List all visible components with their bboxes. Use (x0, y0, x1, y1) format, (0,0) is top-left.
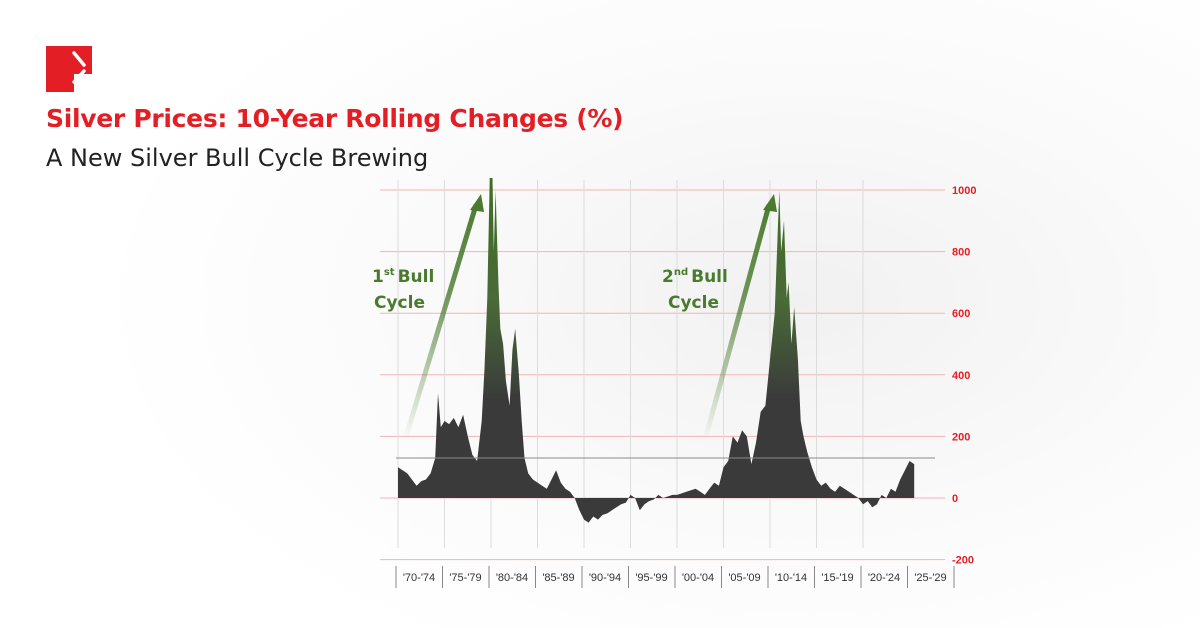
silver-rolling-change-area (398, 178, 915, 523)
y-tick-label: 1000 (952, 185, 976, 197)
annotation-2-line1: 2nd Bull (662, 267, 728, 287)
arrowhead-icon (470, 194, 484, 212)
x-tick-label: '75-'79 (449, 572, 481, 584)
x-tick-label: '20-'24 (868, 572, 900, 584)
x-tick-label: '05-'09 (728, 572, 760, 584)
x-tick-label: '00-'04 (682, 572, 714, 584)
x-tick-label: '70-'74 (403, 572, 435, 584)
y-tick-label: -200 (952, 555, 974, 567)
y-tick-label: 200 (952, 431, 970, 443)
x-tick-label: '90-'94 (589, 572, 621, 584)
bull-cycle-1-arrow (402, 204, 479, 441)
chart-subtitle: A New Silver Bull Cycle Brewing (46, 144, 429, 172)
x-tick-label: '80-'84 (496, 572, 528, 584)
brand-logo (46, 46, 92, 92)
annotation-1-line1: 1st Bull (372, 267, 434, 287)
x-tick-label: '10-'14 (775, 572, 807, 584)
y-tick-label: 600 (952, 308, 970, 320)
x-tick-label: '95-'99 (635, 572, 667, 584)
chart-title: Silver Prices: 10-Year Rolling Changes (… (46, 104, 624, 133)
x-tick-label: '25-'29 (914, 572, 946, 584)
arrowhead-icon (763, 194, 777, 212)
x-tick-label: '15-'19 (821, 572, 853, 584)
y-tick-label: 800 (952, 247, 970, 259)
x-tick-label: '85-'89 (542, 572, 574, 584)
annotation-1-line2: Cycle (374, 293, 425, 313)
y-tick-label: 400 (952, 370, 970, 382)
y-tick-label: 0 (952, 493, 958, 505)
bull-cycle-2-arrow (702, 204, 772, 441)
annotation-2-line2: Cycle (668, 293, 719, 313)
